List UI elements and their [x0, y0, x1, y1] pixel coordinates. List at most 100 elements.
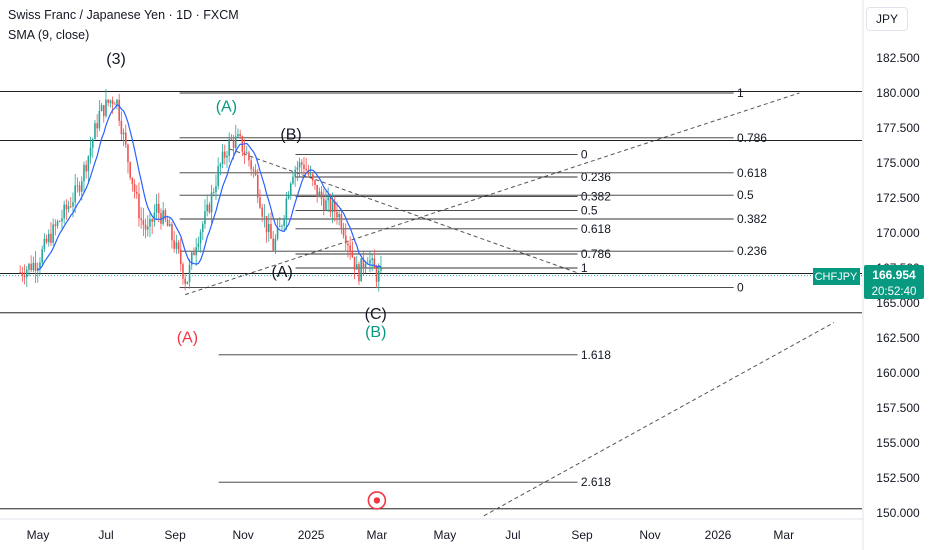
candle-body — [133, 183, 136, 192]
candle-body — [322, 198, 325, 211]
fib-level-label: 1 — [581, 261, 588, 275]
y-tick-label: 177.500 — [876, 121, 920, 135]
candle-body — [283, 218, 285, 226]
candle-body — [89, 147, 92, 157]
currency-button[interactable]: JPY — [866, 7, 908, 31]
candle-body — [65, 204, 68, 210]
wave-label: (B) — [280, 127, 301, 144]
candle-body — [237, 134, 239, 137]
candle-body — [351, 251, 354, 257]
candle-body — [226, 155, 228, 158]
candle-body — [338, 214, 340, 218]
symbol-badge-text: CHFJPY — [815, 271, 858, 283]
candle-body — [102, 105, 105, 117]
candle-body — [278, 226, 281, 228]
y-tick-label: 152.500 — [876, 471, 920, 485]
candle-body — [274, 238, 277, 251]
target-marker-dot — [373, 497, 381, 504]
candle-body — [259, 197, 261, 208]
y-tick-label: 160.000 — [876, 366, 920, 380]
wave-label: (B) — [365, 324, 386, 341]
candle-body — [364, 263, 367, 268]
candle-body — [371, 258, 373, 261]
wave-label: (C) — [365, 306, 387, 323]
candle-body — [344, 235, 347, 244]
candle-body — [314, 180, 316, 185]
candle-body — [373, 258, 376, 269]
candle-body — [144, 224, 147, 230]
candle-body — [61, 218, 63, 222]
candle-body — [353, 256, 356, 270]
candle-body — [228, 139, 230, 156]
candle-body — [307, 170, 310, 175]
x-tick-label: Sep — [571, 528, 593, 542]
wave-label: (A) — [271, 264, 292, 281]
candle-body — [329, 197, 332, 213]
candle-body — [232, 139, 235, 148]
candle-body — [32, 262, 35, 271]
candle-body — [289, 183, 292, 196]
x-tick-label: May — [27, 528, 50, 542]
candle-body — [331, 201, 334, 213]
candle-body — [195, 247, 197, 256]
candle-body — [276, 227, 279, 239]
indicator-label[interactable]: SMA (9, close) — [8, 28, 90, 42]
candle-body — [41, 249, 43, 263]
candle-body — [267, 224, 270, 233]
fib-level-label: 1.618 — [581, 348, 611, 362]
y-tick-label: 155.000 — [876, 436, 920, 450]
y-tick-label: 165.000 — [876, 296, 920, 310]
candle-body — [340, 214, 343, 230]
candle-body — [380, 267, 382, 271]
candle-body — [298, 162, 301, 168]
candle-body — [349, 245, 351, 252]
candle-body — [80, 181, 83, 192]
candle-body — [377, 270, 380, 282]
candle-body — [270, 224, 272, 239]
candle-body — [254, 170, 257, 175]
candle-body — [369, 260, 371, 264]
candle-body — [135, 191, 138, 194]
candle-body — [85, 164, 87, 172]
wave-label: (3) — [106, 51, 126, 68]
candle-body — [153, 212, 156, 222]
x-tick-label: 2026 — [705, 528, 732, 542]
candle-body — [256, 174, 259, 198]
candle-body — [131, 177, 134, 184]
y-tick-label: 150.000 — [876, 506, 920, 520]
candle-body — [362, 258, 365, 268]
candle-body — [245, 152, 248, 154]
candle-body — [72, 202, 74, 207]
y-tick-label: 170.000 — [876, 226, 920, 240]
candle-body — [199, 232, 202, 244]
x-tick-label: Nov — [639, 528, 660, 542]
candle-body — [109, 100, 112, 103]
candle-body — [76, 185, 79, 187]
candle-body — [149, 218, 151, 227]
candle-body — [50, 233, 52, 243]
fib-level-label: 0.236 — [737, 244, 767, 258]
candle-body — [91, 139, 94, 148]
y-tick-label: 157.500 — [876, 401, 920, 415]
candle-body — [263, 216, 266, 217]
candle-body — [140, 218, 142, 221]
candle-body — [177, 242, 180, 250]
candle-body — [206, 204, 208, 212]
wave-label: (A) — [177, 330, 198, 347]
candle-body — [107, 99, 109, 103]
chart-title: Swiss Franc / Japanese Yen · 1D · FXCM — [8, 8, 239, 22]
y-tick-label: 182.500 — [876, 51, 920, 65]
candle-body — [261, 207, 263, 217]
candle-body — [252, 169, 255, 171]
fib-level-label: 0.618 — [581, 222, 611, 236]
candle-body — [83, 164, 85, 182]
candle-body — [78, 185, 81, 192]
candle-body — [127, 144, 129, 163]
candle-body — [182, 264, 184, 279]
candle-body — [160, 213, 162, 224]
candle-body — [250, 160, 252, 170]
candle-body — [168, 224, 171, 227]
trend-line — [483, 322, 835, 517]
candle-body — [333, 201, 336, 212]
